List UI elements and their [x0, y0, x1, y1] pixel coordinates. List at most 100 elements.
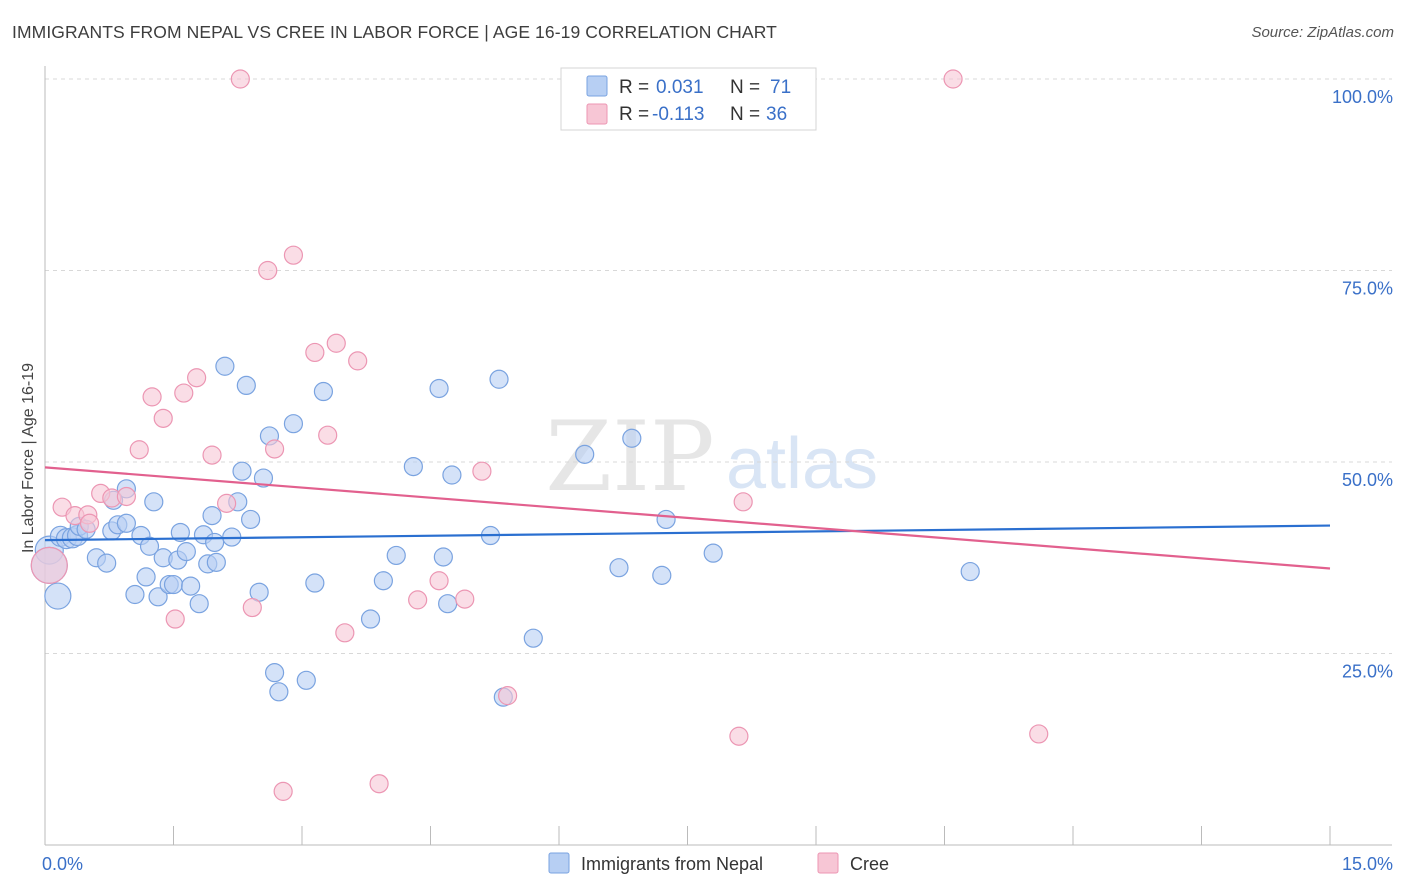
series-cree-points: [30, 69, 1049, 801]
legend-r-value-cree: -0.113: [652, 104, 704, 125]
cree-point: [408, 590, 428, 610]
nepal-point: [170, 522, 190, 543]
cree-point: [305, 342, 325, 363]
nepal-point: [163, 574, 184, 595]
legend-swatch-cree: [586, 103, 608, 125]
legend-r-value-nepal: 0.031: [656, 77, 704, 98]
nepal-point: [438, 594, 458, 614]
legend-r-label-cree: R =: [619, 104, 649, 125]
nepal-point: [125, 584, 145, 605]
nepal-point: [305, 573, 325, 593]
bottom-legend-swatch-nepal: [548, 852, 570, 874]
y-tick-labels: 25.0% 50.0% 75.0% 100.0%: [1332, 87, 1393, 682]
cree-point: [729, 726, 749, 746]
trend-lines: [44, 466, 1331, 570]
chart-title: IMMIGRANTS FROM NEPAL VS CREE IN LABOR F…: [12, 22, 777, 42]
cree-point: [283, 245, 304, 265]
nepal-point: [960, 561, 980, 582]
nepal-point: [313, 381, 334, 402]
gridlines: [45, 78, 1392, 654]
cree-point: [335, 623, 355, 643]
nepal-point: [575, 444, 595, 464]
nepal-point: [433, 547, 453, 567]
nepal-point: [429, 378, 449, 399]
nepal-point: [269, 682, 289, 702]
nepal-point: [44, 582, 72, 610]
cree-point: [258, 260, 278, 281]
nepal-point: [139, 536, 160, 556]
nepal-point: [253, 468, 274, 488]
cree-point: [264, 439, 285, 459]
source-credit: Source: ZipAtlas.com: [1251, 24, 1394, 41]
axes: [44, 66, 1392, 846]
correlation-legend: R = 0.031 N = 71 R = -0.113 N = 36: [560, 67, 817, 131]
nepal-point: [264, 663, 285, 683]
nepal-point: [206, 552, 226, 572]
nepal-point: [215, 356, 235, 376]
legend-n-label-cree: N =: [730, 104, 760, 125]
bottom-legend-label-nepal: Immigrants from Nepal: [581, 854, 763, 874]
y-tick-label: 100.0%: [1332, 87, 1393, 107]
cree-point: [326, 333, 346, 353]
nepal-point: [232, 461, 252, 481]
nepal-point: [489, 369, 509, 389]
cree-point: [202, 445, 222, 465]
legend-n-label-nepal: N =: [730, 77, 760, 98]
series-legend: Immigrants from Nepal Cree: [548, 852, 889, 874]
nepal-point: [181, 576, 201, 596]
nepal-point: [148, 587, 168, 607]
watermark-atlas: atlas: [726, 424, 878, 504]
trend-line-nepal: [44, 524, 1331, 542]
watermark: ZIP atlas: [545, 401, 878, 513]
legend-swatch-nepal: [586, 75, 608, 97]
nepal-point: [97, 553, 117, 573]
x-tick-labels: 0.0% 15.0%: [42, 854, 1393, 874]
cree-point: [116, 486, 136, 507]
nepal-point: [189, 594, 209, 614]
cree-point: [498, 686, 518, 706]
cree-point: [348, 351, 368, 371]
nepal-point: [144, 492, 164, 512]
cree-point: [142, 387, 162, 407]
x-tick-label: 15.0%: [1342, 854, 1393, 874]
nepal-point: [176, 542, 196, 562]
cree-point: [165, 609, 185, 629]
trend-line-cree: [44, 466, 1331, 570]
cree-point: [30, 546, 68, 585]
y-tick-label: 75.0%: [1342, 279, 1393, 299]
y-axis-label: In Labor Force | Age 16-19: [20, 363, 37, 553]
cree-point: [129, 440, 149, 460]
nepal-point: [241, 509, 261, 530]
nepal-point: [360, 609, 381, 629]
cree-point: [230, 69, 250, 89]
cree-point: [733, 492, 753, 512]
cree-point: [472, 461, 492, 481]
nepal-point: [609, 558, 629, 578]
bottom-legend-label-cree: Cree: [850, 854, 889, 874]
cree-point: [1029, 724, 1049, 744]
cree-point: [217, 493, 237, 513]
nepal-point: [386, 545, 406, 566]
nepal-point: [205, 532, 225, 553]
nepal-point: [403, 456, 423, 477]
nepal-point: [656, 509, 676, 530]
nepal-point: [622, 428, 642, 448]
nepal-point: [373, 571, 393, 591]
cree-point: [187, 368, 207, 388]
cree-point: [455, 589, 475, 609]
cree-point: [429, 571, 449, 591]
y-tick-label: 25.0%: [1342, 662, 1393, 682]
cree-point: [318, 425, 338, 445]
cree-point: [153, 408, 173, 428]
cree-point: [273, 781, 293, 801]
legend-n-value-cree: 36: [766, 104, 787, 125]
x-tick-label: 0.0%: [42, 854, 83, 874]
watermark-zip: ZIP: [545, 401, 714, 513]
cree-point: [369, 774, 389, 794]
nepal-point: [283, 414, 304, 434]
cree-point: [943, 69, 963, 89]
nepal-point: [202, 506, 222, 526]
nepal-point: [703, 543, 723, 563]
cree-point: [242, 597, 262, 618]
